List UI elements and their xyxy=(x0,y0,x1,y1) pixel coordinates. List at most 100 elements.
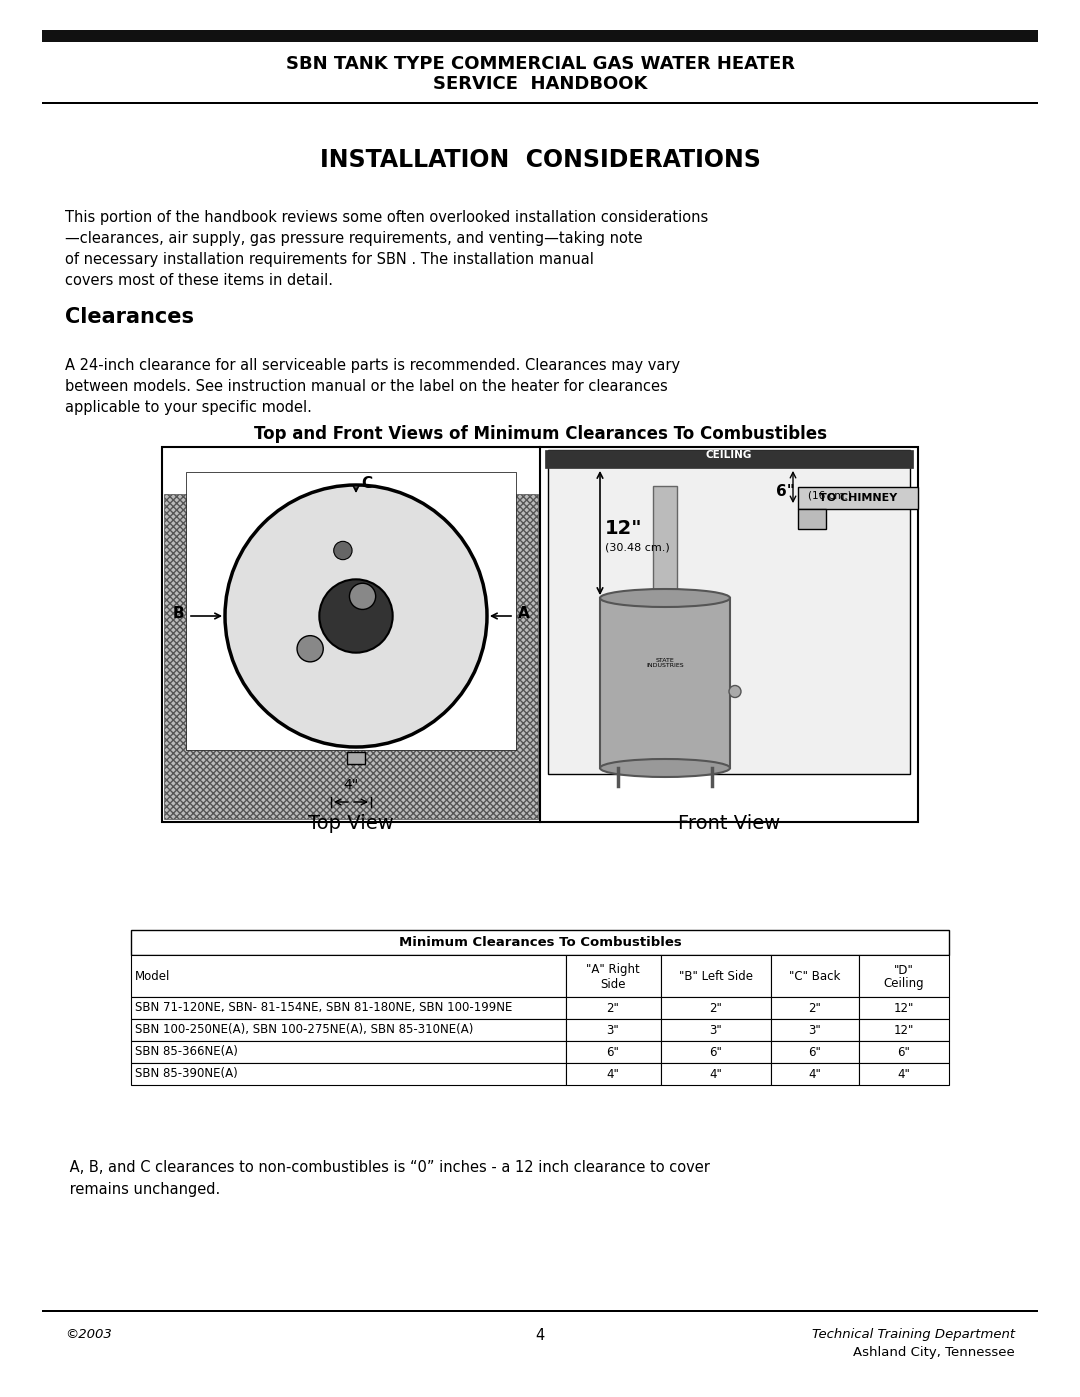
Text: CEILING: CEILING xyxy=(706,450,752,460)
Bar xyxy=(771,1018,859,1041)
Text: Minimum Clearances To Combustibles: Minimum Clearances To Combustibles xyxy=(399,936,681,949)
Bar xyxy=(600,598,730,768)
Text: 12": 12" xyxy=(894,1024,914,1037)
Bar xyxy=(661,997,771,1018)
Text: 2": 2" xyxy=(809,1002,822,1014)
Text: 3": 3" xyxy=(710,1024,723,1037)
Bar xyxy=(859,997,949,1018)
Text: SBN 85-366NE(A): SBN 85-366NE(A) xyxy=(135,1045,238,1059)
Text: SBN 71-120NE, SBN- 81-154NE, SBN 81-180NE, SBN 100-199NE: SBN 71-120NE, SBN- 81-154NE, SBN 81-180N… xyxy=(135,1002,512,1014)
Bar xyxy=(653,486,677,598)
Text: C: C xyxy=(361,476,373,492)
Circle shape xyxy=(729,686,741,697)
Bar xyxy=(859,1041,949,1063)
Bar xyxy=(566,1041,661,1063)
Text: Ashland City, Tennessee: Ashland City, Tennessee xyxy=(853,1345,1015,1359)
Text: 3": 3" xyxy=(607,1024,619,1037)
Bar xyxy=(347,752,365,764)
Text: A: A xyxy=(518,606,530,622)
Text: SBN 85-390NE(A): SBN 85-390NE(A) xyxy=(135,1067,238,1080)
Text: 3": 3" xyxy=(809,1024,822,1037)
Text: (16 cm.): (16 cm.) xyxy=(808,490,852,500)
Bar xyxy=(131,997,566,1018)
Bar xyxy=(771,997,859,1018)
Bar xyxy=(859,1063,949,1085)
Text: Top View: Top View xyxy=(308,814,394,833)
Text: between models. See instruction manual or the label on the heater for clearances: between models. See instruction manual o… xyxy=(65,379,667,394)
Bar xyxy=(545,450,913,468)
Text: 6": 6" xyxy=(607,1045,620,1059)
Bar xyxy=(859,1018,949,1041)
Text: "D": "D" xyxy=(894,964,914,977)
Text: ©2003: ©2003 xyxy=(65,1329,111,1341)
Text: Clearances: Clearances xyxy=(65,307,194,327)
Bar xyxy=(164,495,538,819)
Text: SBN TANK TYPE COMMERCIAL GAS WATER HEATER: SBN TANK TYPE COMMERCIAL GAS WATER HEATE… xyxy=(285,54,795,73)
Text: 2": 2" xyxy=(607,1002,620,1014)
Bar xyxy=(131,1018,566,1041)
Bar xyxy=(131,930,949,956)
Text: —clearances, air supply, gas pressure requirements, and venting—taking note: —clearances, air supply, gas pressure re… xyxy=(65,231,643,246)
Bar xyxy=(859,956,949,997)
Text: Technical Training Department: Technical Training Department xyxy=(812,1329,1015,1341)
Bar xyxy=(798,509,826,529)
Bar xyxy=(131,1063,566,1085)
Text: INSTALLATION  CONSIDERATIONS: INSTALLATION CONSIDERATIONS xyxy=(320,148,760,172)
Bar xyxy=(661,1041,771,1063)
Ellipse shape xyxy=(600,759,730,777)
Text: "A" Right: "A" Right xyxy=(586,964,639,977)
Text: "B" Left Side: "B" Left Side xyxy=(679,970,753,982)
Bar xyxy=(566,1018,661,1041)
Circle shape xyxy=(334,541,352,560)
Bar xyxy=(131,956,566,997)
Text: Model: Model xyxy=(135,970,171,982)
Bar xyxy=(131,1041,566,1063)
Bar xyxy=(661,1063,771,1085)
Circle shape xyxy=(297,636,323,662)
Text: 4": 4" xyxy=(343,778,359,792)
Text: 4": 4" xyxy=(809,1067,822,1080)
Bar xyxy=(42,1310,1038,1312)
Text: A, B, and C clearances to non-combustibles is “0” inches - a 12 inch clearance t: A, B, and C clearances to non-combustibl… xyxy=(65,1160,710,1175)
Text: STATE
INDUSTRIES: STATE INDUSTRIES xyxy=(646,658,684,668)
Text: 12": 12" xyxy=(605,518,643,538)
Text: 6": 6" xyxy=(897,1045,910,1059)
Text: A 24-inch clearance for all serviceable parts is recommended. Clearances may var: A 24-inch clearance for all serviceable … xyxy=(65,358,680,373)
Text: 6": 6" xyxy=(710,1045,723,1059)
Bar xyxy=(661,1018,771,1041)
Bar xyxy=(566,997,661,1018)
Text: 2": 2" xyxy=(710,1002,723,1014)
Text: TO CHIMNEY: TO CHIMNEY xyxy=(819,493,897,503)
Bar xyxy=(771,1041,859,1063)
Bar xyxy=(566,956,661,997)
Text: 6": 6" xyxy=(809,1045,822,1059)
Bar xyxy=(566,1063,661,1085)
Bar xyxy=(186,472,516,750)
Bar xyxy=(548,450,910,774)
Circle shape xyxy=(225,485,487,747)
Bar xyxy=(42,102,1038,103)
Circle shape xyxy=(350,584,376,609)
Text: applicable to your specific model.: applicable to your specific model. xyxy=(65,400,312,415)
Text: 4": 4" xyxy=(897,1067,910,1080)
Bar xyxy=(771,1063,859,1085)
Bar xyxy=(42,29,1038,42)
Text: Front View: Front View xyxy=(678,814,780,833)
Text: Top and Front Views of Minimum Clearances To Combustibles: Top and Front Views of Minimum Clearance… xyxy=(254,425,826,443)
Text: SERVICE  HANDBOOK: SERVICE HANDBOOK xyxy=(433,75,647,94)
Text: B: B xyxy=(173,606,184,622)
Text: This portion of the handbook reviews some often overlooked installation consider: This portion of the handbook reviews som… xyxy=(65,210,708,225)
Text: 12": 12" xyxy=(894,1002,914,1014)
Circle shape xyxy=(320,580,393,652)
Text: of necessary installation requirements for SBN . The installation manual: of necessary installation requirements f… xyxy=(65,251,594,267)
Text: "C" Back: "C" Back xyxy=(789,970,840,982)
Bar xyxy=(661,956,771,997)
Bar xyxy=(162,447,918,821)
Text: 4": 4" xyxy=(607,1067,620,1080)
Bar xyxy=(771,956,859,997)
Text: Side: Side xyxy=(600,978,625,990)
Text: 6": 6" xyxy=(777,485,795,500)
Ellipse shape xyxy=(600,590,730,608)
Text: remains unchanged.: remains unchanged. xyxy=(65,1182,220,1197)
Text: Ceiling: Ceiling xyxy=(883,978,924,990)
